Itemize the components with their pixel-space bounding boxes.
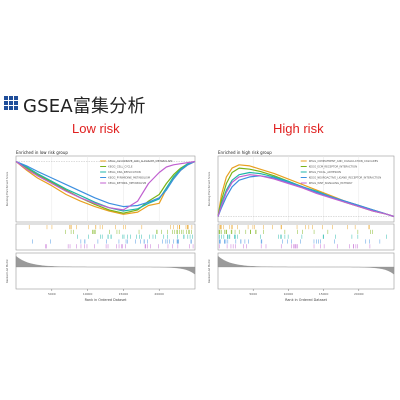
right-x-tick-label: 15000	[319, 292, 329, 296]
right-legend-label-2: KEGG_FOCAL_ADHESION	[309, 170, 341, 174]
left-ranked-metric-area	[15, 255, 196, 275]
left-es-line-2	[15, 160, 196, 212]
grid-logo-icon	[4, 96, 18, 110]
left-es-line-1	[15, 160, 196, 214]
left-x-tick-label: 20000	[154, 292, 164, 296]
high-risk-heading: High risk	[273, 121, 324, 136]
right-legend-label-0: KEGG_COMPLEMENT_AND_COAGULATION_CASCADES	[309, 159, 379, 163]
right-ranked-metric-area	[217, 255, 395, 275]
right-es-line-3	[217, 175, 395, 218]
left-chart-title: Enriched in low risk group	[16, 150, 68, 155]
gsea-chart-low-risk: 5000 10000 15000 20000 Enriched in low risk …	[5, 150, 196, 302]
right-rug-frame	[217, 223, 395, 251]
right-legend-label-1: KEGG_ECM_RECEPTOR_INTERACTION	[309, 165, 357, 169]
left-metric-frame	[15, 252, 196, 290]
right-es-line-4	[217, 174, 395, 218]
left-xlabel: Rank in Ordered Dataset	[85, 298, 128, 302]
right-x-tick-label: 10000	[284, 292, 294, 296]
right-legend-label-3: KEGG_NEUROACTIVE_LIGAND_RECEPTOR_INTERAC…	[309, 176, 381, 180]
right-ylabel-es: Running Enrichment Score	[207, 171, 211, 206]
left-ylabel-es: Running Enrichment Score	[5, 171, 9, 206]
left-ylabel-metric: Ranked List Metric	[5, 258, 9, 282]
left-es-line-4	[15, 160, 196, 211]
left-legend-label-4: KEGG_RETINOL_METABOLISM	[108, 181, 146, 185]
right-x-tick-label: 20000	[354, 292, 364, 296]
low-risk-heading: Low risk	[72, 121, 120, 136]
left-legend-label-1: KEGG_CELL_CYCLE	[108, 165, 133, 169]
left-es-line-3	[15, 160, 196, 208]
left-x-tick-label: 10000	[83, 292, 93, 296]
gsea-plot-low-risk: 5000 10000 15000 20000 Enriched in low risk …	[4, 146, 198, 304]
gsea-chart-high-risk: 5000 10000 15000 20000 Enriched in high risk…	[207, 150, 395, 302]
right-metric-frame	[217, 252, 395, 290]
left-legend-label-2: KEGG_DNA_REPLICATION	[108, 170, 141, 174]
right-x-tick-label: 5000	[249, 292, 257, 296]
slide-title: GSEA富集分析	[23, 96, 146, 117]
right-xlabel: Rank in Ordered Dataset	[285, 298, 328, 302]
left-legend-label-3: KEGG_PYRIMIDINE_METABOLISM	[108, 176, 150, 180]
gsea-plot-high-risk: 5000 10000 15000 20000 Enriched in high risk…	[206, 146, 397, 304]
left-legend-label-0: KEGG_ASCORBATE_AND_ALDARATE_METABOLISM	[108, 159, 172, 163]
right-legend-label-4: KEGG_WNT_SIGNALING_PATHWAY	[309, 181, 353, 185]
left-x-tick-label: 5000	[48, 292, 56, 296]
right-chart-title: Enriched in high risk group	[218, 150, 272, 155]
left-x-tick-label: 15000	[119, 292, 129, 296]
right-ylabel-metric: Ranked List Metric	[207, 258, 211, 282]
